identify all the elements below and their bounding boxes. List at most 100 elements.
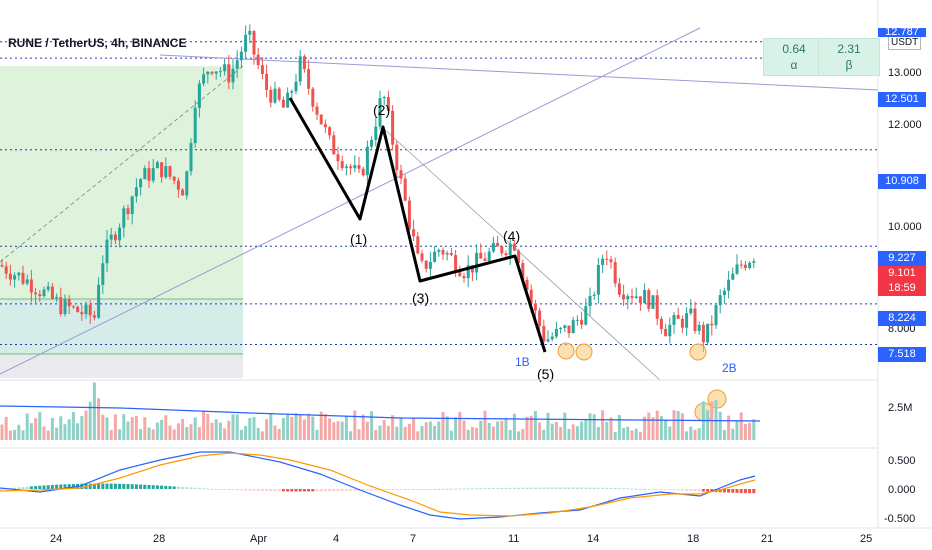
candle-body [412, 229, 416, 237]
candle-body [185, 171, 189, 196]
candle-body [63, 299, 67, 315]
volume-bar [542, 429, 546, 440]
candle-body [281, 99, 285, 108]
candle-body [584, 306, 588, 325]
candle-body [34, 292, 38, 295]
macd-bar [420, 489, 424, 490]
macd-bar [328, 489, 332, 492]
highlight-circle [689, 343, 707, 361]
macd-bar [235, 489, 239, 491]
level-tag: 7.518 [878, 347, 926, 362]
candle-body [672, 315, 676, 325]
volume-bar [424, 422, 428, 440]
candle-body [25, 279, 29, 284]
candle-body [88, 304, 92, 316]
candle-body [424, 260, 428, 269]
candle-body [248, 30, 252, 35]
macd-bar [143, 484, 147, 489]
candle-body [76, 306, 80, 313]
volume-bar [193, 417, 197, 440]
volume-bar [223, 428, 227, 440]
candle-body [743, 264, 747, 269]
candle-body [592, 294, 596, 296]
macd-bar [685, 489, 689, 491]
candle-body [113, 234, 117, 241]
macd-bar [113, 483, 117, 489]
volume-bar [617, 415, 621, 440]
volume-bar [155, 422, 159, 440]
candle-body [479, 252, 483, 259]
candle-body [71, 306, 75, 308]
volume-bar [252, 417, 256, 440]
macd-bar [315, 489, 319, 492]
candle-body [395, 144, 399, 171]
macd-bar [445, 488, 449, 490]
candle-body [80, 312, 84, 315]
candle-body [168, 166, 172, 177]
candle-body [105, 239, 109, 264]
range-box-upper [0, 66, 243, 299]
time-tick: 11 [508, 533, 520, 545]
candle-body [386, 97, 390, 111]
volume-bar [638, 431, 642, 440]
volume-bar [88, 401, 92, 440]
candle-body [84, 304, 88, 315]
macd-bar [617, 488, 621, 490]
candle-body [752, 261, 756, 263]
candle-body [739, 264, 743, 266]
volume-bar [151, 429, 155, 440]
volume-bar [571, 424, 575, 440]
candle-body [470, 265, 474, 273]
macd-bar [353, 489, 357, 491]
macd-bar [428, 489, 432, 490]
candle-body [454, 255, 458, 273]
macd-bar [370, 489, 374, 491]
volume-bar [718, 411, 722, 440]
candle-body [718, 295, 722, 306]
macd-bar [50, 484, 54, 489]
candle-body [647, 290, 651, 309]
volume-bar [563, 412, 567, 440]
candle-body [260, 65, 264, 75]
candle-body [273, 88, 277, 103]
candle-body [109, 234, 113, 240]
wave-label-4: (4) [503, 228, 520, 244]
beta-value: 2.31 [837, 42, 861, 56]
volume-bar [38, 411, 42, 440]
candle-body [487, 251, 491, 261]
time-tick: 21 [761, 533, 774, 545]
currency-badge[interactable]: USDT [888, 36, 922, 50]
volume-bar [466, 429, 470, 440]
volume-bar [46, 430, 50, 440]
volume-bar [462, 420, 466, 440]
volume-bar [445, 416, 449, 440]
macd-bar [361, 489, 365, 491]
volume-bar [332, 422, 336, 440]
macd-bar [168, 486, 172, 489]
volume-bar [80, 416, 84, 440]
candle-body [59, 297, 63, 315]
candle-body [437, 249, 441, 252]
candle-body [252, 30, 256, 55]
candle-body [559, 328, 563, 330]
macd-bar [239, 489, 243, 491]
candle-body [214, 71, 218, 74]
macd-bar [664, 489, 668, 490]
time-tick: Apr [250, 533, 268, 545]
candle-body [445, 253, 449, 255]
macd-bar [105, 483, 109, 489]
volume-bar [185, 426, 189, 440]
volume-bar [34, 418, 38, 440]
macd-bar [479, 488, 483, 490]
macd-bar [571, 487, 575, 489]
macd-bar [88, 483, 92, 489]
candle-body [685, 313, 689, 328]
macd-bar [55, 484, 59, 489]
label-2b: 2B [722, 361, 737, 375]
macd-bar [630, 488, 634, 490]
candle-body [504, 253, 508, 256]
volume-bar [50, 417, 54, 440]
volume-bar [67, 419, 71, 440]
volume-bar [386, 425, 390, 440]
